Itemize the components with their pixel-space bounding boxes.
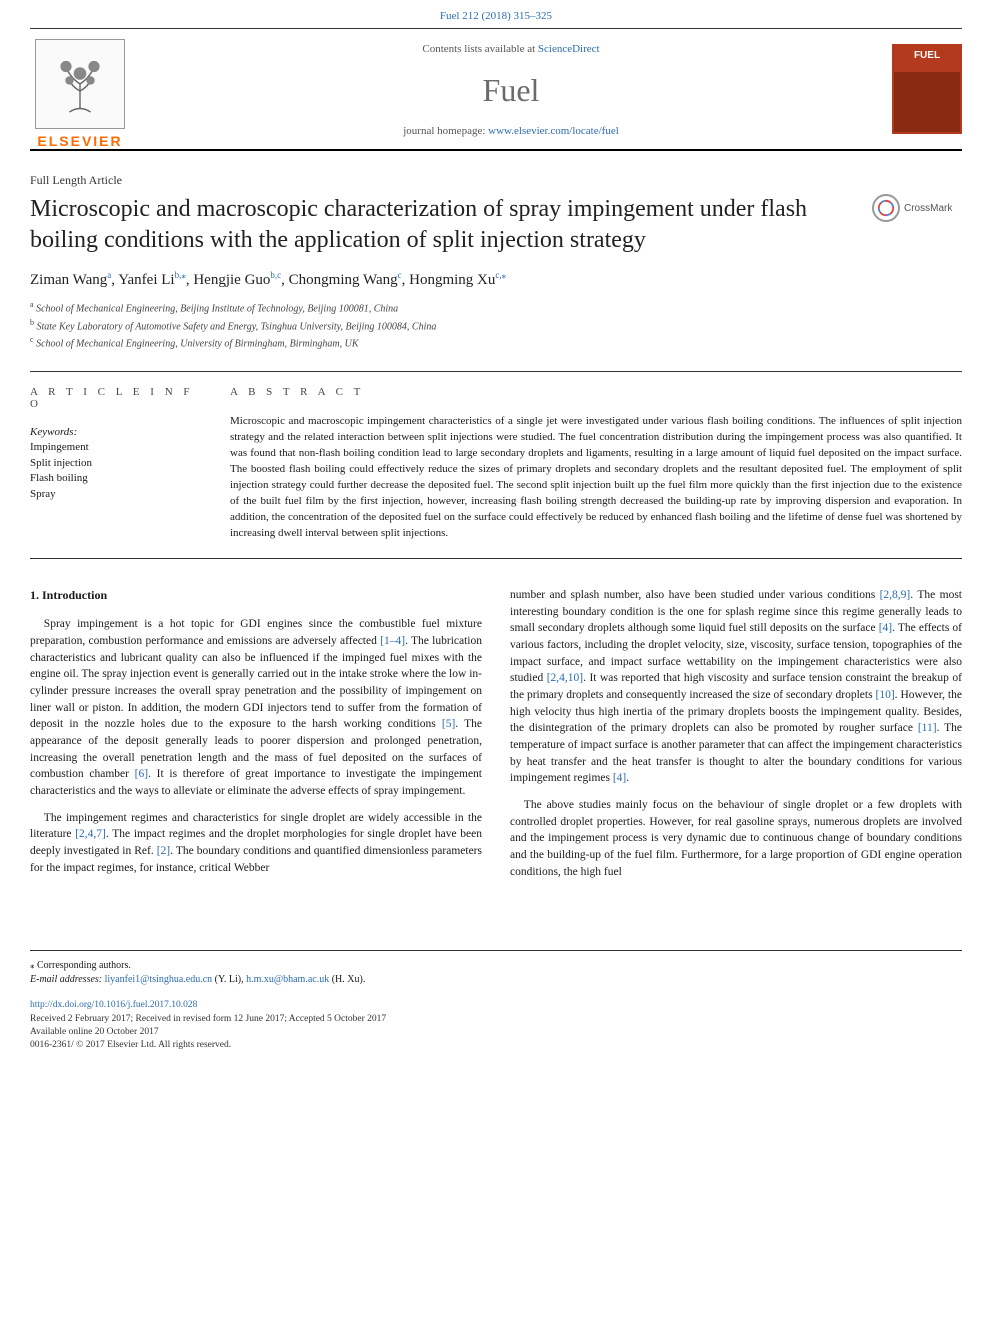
introduction-heading: 1. Introduction [30, 587, 482, 604]
intro-paragraph-3: number and splash number, also have been… [510, 587, 962, 787]
journal-reference: Fuel 212 (2018) 315–325 [0, 0, 992, 28]
journal-name: Fuel [140, 72, 882, 109]
keyword-item: Split injection [30, 456, 210, 471]
abstract-column: A B S T R A C T Microscopic and macrosco… [230, 386, 962, 542]
intro-paragraph-1: Spray impingement is a hot topic for GDI… [30, 616, 482, 799]
received-line: Received 2 February 2017; Received in re… [30, 1014, 386, 1024]
affiliation-line: a School of Mechanical Engineering, Beij… [30, 299, 962, 316]
doi-block: http://dx.doi.org/10.1016/j.fuel.2017.10… [30, 999, 962, 1052]
doi-link[interactable]: http://dx.doi.org/10.1016/j.fuel.2017.10… [30, 1000, 197, 1010]
ref-link[interactable]: [10] [875, 689, 894, 701]
crossmark-label: CrossMark [904, 203, 952, 214]
ref-link[interactable]: [4] [879, 622, 892, 634]
article-title: Microscopic and macroscopic characteriza… [30, 194, 872, 256]
crossmark-badge[interactable]: CrossMark [872, 194, 962, 222]
ref-link[interactable]: [6] [135, 768, 148, 780]
crossmark-icon [872, 194, 900, 222]
ref-link[interactable]: [2,4,10] [547, 672, 583, 684]
article-info-heading: A R T I C L E I N F O [30, 386, 210, 410]
email-link[interactable]: liyanfei1@tsinghua.edu.cn [105, 974, 213, 985]
affiliations: a School of Mechanical Engineering, Beij… [30, 299, 962, 351]
ref-link[interactable]: [1–4] [380, 635, 405, 647]
homepage-prefix: journal homepage: [403, 125, 488, 137]
body-column-left: 1. Introduction Spray impingement is a h… [30, 587, 482, 890]
affiliation-line: c School of Mechanical Engineering, Univ… [30, 334, 962, 351]
elsevier-wordmark: ELSEVIER [37, 133, 122, 149]
ref-link[interactable]: [11] [918, 722, 937, 734]
ref-link[interactable]: [2,4,7] [75, 828, 106, 840]
email-link[interactable]: h.m.xu@bham.ac.uk [246, 974, 329, 985]
elsevier-tree-icon [35, 39, 125, 129]
keyword-item: Flash boiling [30, 471, 210, 486]
cover-title: FUEL [914, 50, 940, 61]
keyword-item: Spray [30, 487, 210, 502]
intro-paragraph-2: The impingement regimes and characterist… [30, 810, 482, 877]
ref-link[interactable]: [5] [442, 718, 455, 730]
contents-line: Contents lists available at ScienceDirec… [140, 43, 882, 55]
elsevier-logo: ELSEVIER [30, 29, 140, 149]
abstract-heading: A B S T R A C T [230, 386, 962, 398]
footnotes: ⁎ Corresponding authors. E-mail addresse… [30, 950, 962, 987]
copyright-line: 0016-2361/ © 2017 Elsevier Ltd. All righ… [30, 1040, 231, 1050]
abstract-text: Microscopic and macroscopic impingement … [230, 414, 962, 542]
contents-prefix: Contents lists available at [422, 43, 537, 55]
journal-cover: FUEL [882, 29, 962, 149]
header-middle: Contents lists available at ScienceDirec… [140, 29, 882, 149]
available-line: Available online 20 October 2017 [30, 1027, 159, 1037]
keywords-label: Keywords: [30, 426, 210, 438]
intro-paragraph-4: The above studies mainly focus on the be… [510, 797, 962, 880]
body-column-right: number and splash number, also have been… [510, 587, 962, 890]
article-info-column: A R T I C L E I N F O Keywords: Impingem… [30, 386, 230, 542]
email-label: E-mail addresses: [30, 974, 105, 985]
keyword-item: Impingement [30, 440, 210, 455]
affiliation-line: b State Key Laboratory of Automotive Saf… [30, 317, 962, 334]
ref-link[interactable]: [2,8,9] [880, 589, 911, 601]
homepage-line: journal homepage: www.elsevier.com/locat… [140, 125, 882, 137]
sciencedirect-link[interactable]: ScienceDirect [538, 43, 600, 55]
ref-link[interactable]: [2] [157, 845, 170, 857]
ref-link[interactable]: [4] [613, 772, 626, 784]
corresponding-label: Corresponding authors. [37, 960, 131, 971]
cover-thumbnail: FUEL [892, 44, 962, 134]
authors-line: Ziman Wanga, Yanfei Lib,⁎, Hengjie Guob,… [30, 270, 962, 289]
homepage-link[interactable]: www.elsevier.com/locate/fuel [488, 125, 619, 137]
article-type: Full Length Article [30, 173, 962, 188]
header-box: ELSEVIER Contents lists available at Sci… [30, 28, 962, 151]
